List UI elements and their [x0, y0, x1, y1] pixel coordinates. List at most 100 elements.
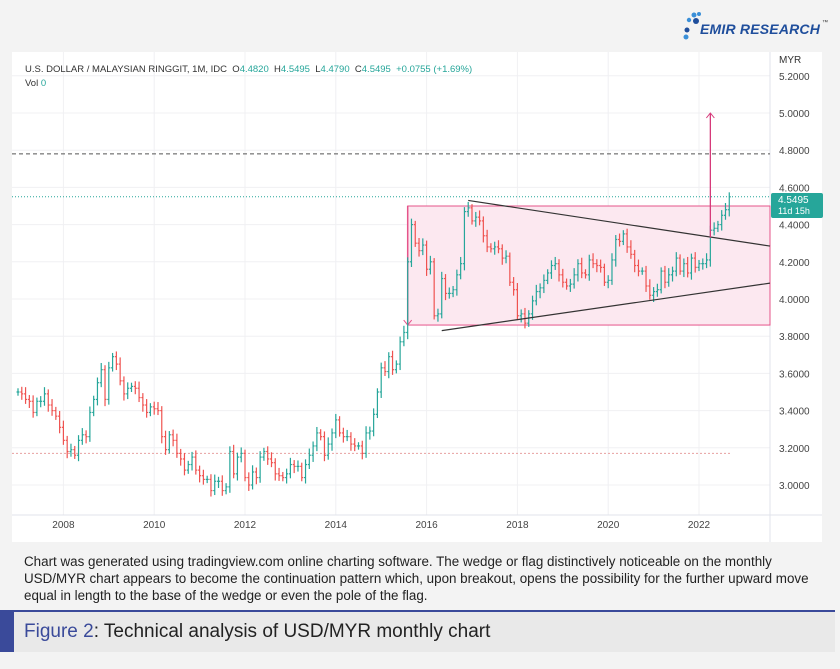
low-value: 4.4790	[320, 64, 350, 75]
ohlc-bar	[182, 453, 186, 476]
symbol-name: U.S. DOLLAR / MALAYSIAN RINGGIT, 1M, IDC	[25, 64, 228, 75]
ohlc-bar	[122, 376, 126, 401]
logo-dots-icon	[683, 12, 701, 40]
figure-label: Figure 2	[24, 621, 94, 642]
volume-value: 0	[40, 78, 47, 89]
ohlc-bar	[296, 460, 300, 472]
ohlc-bar	[674, 252, 678, 277]
x-tick-label: 2012	[234, 520, 257, 531]
ohlc-bar	[61, 420, 65, 445]
price-badge	[771, 193, 823, 218]
ohlc-bar	[126, 382, 130, 400]
y-tick-label: 3.4000	[779, 407, 810, 418]
ohlc-bar	[164, 430, 168, 455]
wedge-lower-line	[441, 282, 771, 332]
ohlc-bar	[338, 416, 342, 437]
ohlc-bar	[705, 253, 709, 269]
ohlc-bar	[584, 269, 587, 279]
ohlc-bar	[500, 244, 504, 265]
ohlc-bar	[436, 308, 440, 322]
ohlc-bar	[152, 401, 156, 415]
ohlc-bar	[391, 350, 395, 375]
ohlc-bar	[659, 267, 663, 294]
ohlc-bar	[42, 387, 46, 406]
volume-legend: Vol 0	[25, 78, 46, 89]
ohlc-bar	[686, 256, 690, 278]
ohlc-bar	[671, 266, 675, 282]
wedge-upper-line	[468, 199, 771, 247]
ohlc-bar	[727, 192, 731, 217]
ohlc-bar	[542, 274, 546, 294]
ohlc-bar	[723, 203, 727, 220]
ohlc-bar	[402, 325, 406, 347]
x-tick-label: 2020	[597, 520, 620, 531]
ohlc-bar	[409, 218, 413, 268]
ohlc-bar	[606, 275, 610, 289]
change-value: +0.0755 (+1.69%)	[396, 64, 473, 75]
ohlc-bar	[493, 241, 497, 255]
high-label: H	[274, 64, 281, 75]
ohlc-bar	[538, 283, 542, 299]
logo-text: EMIR RESEARCH	[700, 20, 821, 37]
price-badge-value: 4.5495	[778, 195, 809, 206]
ohlc-bar	[689, 253, 693, 280]
ohlc-bar	[357, 442, 360, 450]
low-label: L	[315, 64, 321, 75]
ohlc-bar	[304, 459, 308, 484]
ohlc-bar	[546, 269, 550, 285]
ohlc-bar	[720, 210, 724, 231]
ohlc-bar	[288, 457, 292, 479]
ohlc-bar	[209, 474, 213, 497]
ohlc-bar	[712, 222, 716, 236]
ohlc-bar	[470, 204, 474, 225]
ohlc-bar	[54, 406, 58, 420]
ohlc-bar	[58, 410, 62, 434]
ohlc-bar	[247, 472, 251, 491]
open-value: 4.4820	[239, 64, 269, 75]
ohlc-bar	[224, 483, 228, 495]
ohlc-bar	[80, 428, 84, 445]
y-tick-label: 4.6000	[779, 183, 810, 194]
ohlc-bar	[636, 259, 640, 277]
x-tick-label: 2014	[325, 520, 348, 531]
ohlc-bar	[428, 255, 432, 275]
x-tick-label: 2022	[688, 520, 711, 531]
ohlc-bar	[307, 448, 311, 470]
emir-research-logo: EMIR RESEARCH ™	[680, 8, 840, 42]
ohlc-bar	[360, 440, 364, 460]
ohlc-bar	[387, 352, 391, 379]
ohlc-bar	[508, 252, 512, 286]
ohlc-bar	[432, 258, 436, 320]
x-tick-label: 2016	[415, 520, 438, 531]
x-tick-label: 2018	[506, 520, 529, 531]
ohlc-bar	[141, 393, 145, 412]
high-value: 4.5495	[280, 64, 310, 75]
ohlc-bar	[655, 283, 659, 297]
y-tick-label: 5.2000	[779, 72, 810, 83]
ohlc-bar	[345, 429, 349, 442]
ohlc-bar	[587, 254, 591, 281]
ohlc-bar	[372, 408, 376, 437]
ohlc-bar	[35, 397, 39, 417]
ohlc-bar	[137, 381, 141, 403]
ohlc-bar	[610, 253, 614, 285]
ohlc-bar	[205, 475, 209, 484]
ohlc-bar	[322, 431, 326, 462]
ohlc-bar	[326, 437, 330, 460]
ohlc-bar	[103, 365, 107, 407]
ohlc-bar	[353, 438, 357, 452]
ohlc-bar	[175, 433, 179, 458]
ohlc-bar	[201, 469, 205, 485]
ohlc-bar	[425, 240, 429, 276]
ohlc-bar	[179, 448, 183, 466]
ohlc-bar	[65, 435, 69, 459]
ohlc-bar	[262, 447, 266, 461]
ohlc-bar	[88, 406, 92, 442]
ohlc-bar	[266, 446, 270, 465]
target-arrow-head-icon	[705, 112, 715, 119]
y-tick-label: 4.2000	[779, 258, 810, 269]
figure-title-text: : Technical analysis of USD/MYR monthly …	[93, 621, 491, 642]
ohlc-bar	[254, 467, 258, 485]
ohlc-bar	[77, 435, 81, 462]
